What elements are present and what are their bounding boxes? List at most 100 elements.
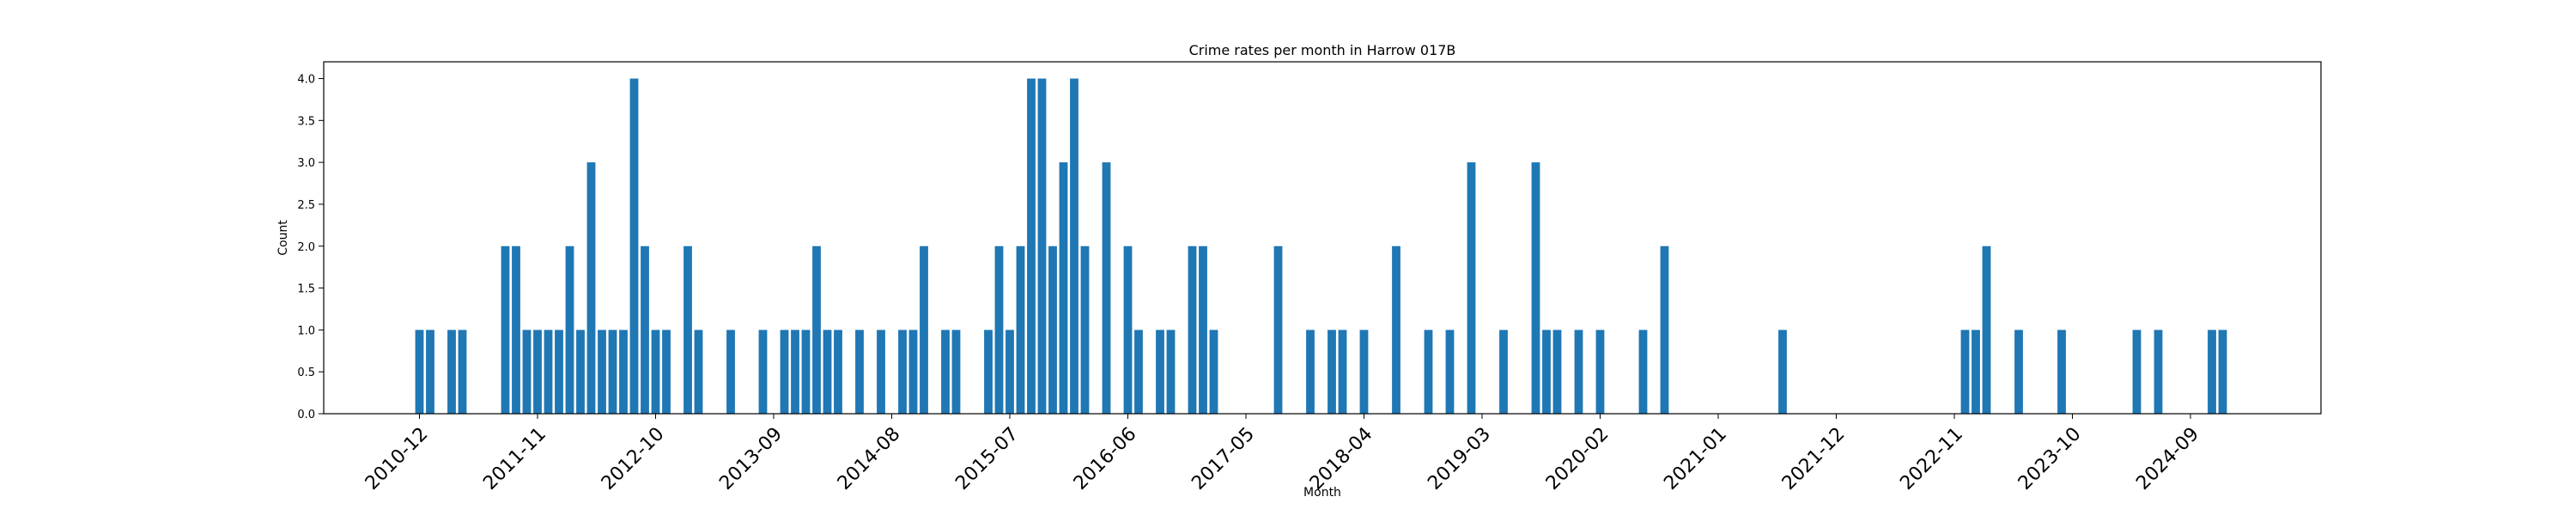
bar-2014-03: [834, 330, 842, 414]
bar-2019-12: [1574, 330, 1583, 414]
bar-2016-10: [1166, 330, 1176, 414]
x-tick-label: 2011-11: [479, 423, 550, 494]
bar-2013-01: [683, 245, 692, 414]
bar-2012-09: [641, 245, 649, 414]
bar-2020-02: [1595, 330, 1605, 414]
bar-2011-12: [544, 330, 553, 414]
bar-2016-07: [1134, 330, 1143, 414]
bar-2011-09: [512, 245, 520, 414]
bars-group: [415, 78, 2227, 415]
bar-2012-11: [662, 330, 671, 414]
bar-2020-06: [1638, 330, 1648, 414]
bar-2024-04: [2132, 330, 2142, 414]
bar-2018-01: [1327, 330, 1336, 414]
bar-2015-05: [984, 330, 993, 414]
bar-2013-12: [801, 330, 811, 414]
bar-2013-02: [694, 330, 703, 414]
bar-2011-11: [533, 330, 542, 414]
bar-2014-09: [898, 330, 907, 414]
bar-2024-06: [2154, 330, 2163, 414]
bar-2019-09: [1542, 330, 1551, 414]
bar-2013-05: [726, 330, 735, 414]
bar-2023-02: [1982, 245, 1991, 414]
y-tick-label: 0.0: [297, 409, 315, 421]
bar-2016-06: [1123, 245, 1133, 414]
y-tick-label: 3.5: [297, 115, 315, 128]
y-tick-label: 1.5: [297, 283, 315, 296]
bar-2012-04: [586, 162, 596, 414]
y-tick-label: 0.5: [297, 367, 315, 379]
bar-2022-12: [1960, 330, 1970, 414]
x-tick-label: 2023-10: [2014, 423, 2086, 494]
bar-2010-12: [415, 330, 424, 414]
x-tick-label: 2017-05: [1188, 423, 1259, 494]
x-tick-label: 2016-06: [1070, 423, 1141, 494]
x-tick-label: 2021-12: [1778, 423, 1850, 494]
bar-2015-08: [1016, 245, 1025, 414]
bar-2016-01: [1070, 78, 1078, 415]
y-tick-label: 2.5: [297, 199, 315, 212]
bar-2011-04: [458, 330, 467, 414]
y-tick-label: 2.0: [297, 241, 315, 254]
bar-2012-06: [608, 330, 617, 414]
bar-2012-07: [619, 330, 628, 414]
bar-2019-10: [1552, 330, 1562, 414]
bar-2015-07: [1005, 330, 1014, 414]
bar-2014-11: [920, 245, 928, 414]
bar-2012-02: [565, 245, 574, 414]
bar-2018-04: [1359, 330, 1369, 414]
x-tick-label: 2010-12: [361, 423, 433, 494]
plot-frame: [323, 61, 2322, 415]
bar-2018-07: [1392, 245, 1400, 414]
bar-2012-05: [598, 330, 606, 414]
x-tick-label: 2015-07: [951, 423, 1023, 494]
bar-2014-07: [877, 330, 885, 414]
bar-2011-03: [447, 330, 456, 414]
bar-2017-08: [1273, 245, 1283, 414]
bar-2015-11: [1048, 245, 1057, 414]
bar-2015-12: [1059, 162, 1068, 414]
bar-2014-02: [823, 330, 832, 414]
x-tick-label: 2021-01: [1660, 423, 1731, 494]
bar-2014-01: [812, 245, 821, 414]
bar-2012-01: [555, 330, 563, 414]
x-tick-label: 2018-04: [1306, 423, 1377, 494]
y-axis-label: Count: [276, 220, 290, 256]
bar-2019-05: [1499, 330, 1508, 414]
bar-2018-12: [1445, 330, 1455, 414]
chart-title: Crime rates per month in Harrow 017B: [1189, 42, 1456, 58]
x-axis-label: Month: [1303, 486, 1341, 500]
bar-2015-01: [941, 330, 950, 414]
y-tick-label: 3.0: [297, 157, 315, 170]
bar-2013-10: [780, 330, 789, 414]
bar-2020-08: [1660, 245, 1669, 414]
x-tick-label: 2014-08: [834, 423, 905, 494]
x-tick-label: 2024-09: [2132, 423, 2203, 494]
x-tick-label: 2020-02: [1542, 423, 1613, 494]
bar-2012-10: [651, 330, 660, 414]
x-tick-label: 2012-10: [598, 423, 669, 494]
bar-2015-02: [951, 330, 961, 414]
bar-2019-02: [1467, 162, 1476, 414]
bar-2014-10: [908, 330, 918, 414]
bar-2011-08: [501, 245, 510, 414]
bar-2017-01: [1199, 245, 1207, 414]
x-axis: 2010-12 2011-11 2012-10 2013-09 2014-08 2015-…: [361, 414, 2203, 494]
y-tick-label: 1.0: [297, 324, 315, 337]
x-tick-label: 2022-11: [1896, 423, 1967, 494]
bar-2021-07: [1778, 330, 1787, 414]
bar-2023-05: [2014, 330, 2023, 414]
y-axis: 0.0 0.5 1.0 1.5 2.0 2.5 3.0 3.5 4.0: [297, 74, 324, 421]
bar-2013-08: [758, 330, 768, 414]
bar-2023-01: [1971, 330, 1980, 414]
bar-2023-09: [2057, 330, 2066, 414]
bar-2015-06: [994, 245, 1004, 414]
bar-2011-10: [522, 330, 532, 414]
bar-2016-02: [1080, 245, 1090, 414]
bar-2018-02: [1338, 330, 1347, 414]
bar-2014-05: [855, 330, 864, 414]
bar-2018-10: [1424, 330, 1433, 414]
bar-2011-01: [426, 330, 434, 414]
bar-2015-09: [1027, 78, 1036, 415]
